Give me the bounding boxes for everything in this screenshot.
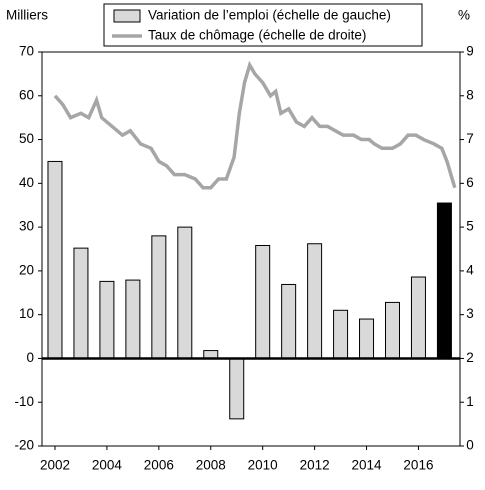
plot-frame <box>41 51 461 447</box>
y-tick-label: -10 <box>14 394 34 409</box>
y-tick-label: 10 <box>19 306 34 321</box>
bar <box>307 243 323 359</box>
y-tick-label: 20 <box>19 262 34 277</box>
y2-tick-label: 6 <box>466 175 474 190</box>
bar <box>177 226 193 359</box>
bar <box>255 244 271 359</box>
bar <box>410 276 426 359</box>
x-tick-label: 2012 <box>300 458 330 473</box>
y-tick-label: 40 <box>19 175 34 190</box>
x-tick-label: 2008 <box>196 458 226 473</box>
y-tick-label: -20 <box>14 438 34 453</box>
y2-axis-label: % <box>458 8 470 23</box>
y2-tick-label: 8 <box>466 87 474 102</box>
y-tick-label: 60 <box>19 87 34 102</box>
y-tick-label: 0 <box>26 350 34 365</box>
y-tick-label: 30 <box>19 219 34 234</box>
y-axis-label: Milliers <box>6 8 48 23</box>
bar <box>229 357 245 420</box>
bar <box>99 280 115 359</box>
x-tick-label: 2004 <box>92 458 123 473</box>
bar <box>125 279 141 359</box>
bar <box>384 301 400 359</box>
y2-tick-label: 1 <box>466 394 474 409</box>
x-tick-label: 2010 <box>248 458 278 473</box>
legend-box <box>103 3 423 47</box>
line <box>53 60 457 190</box>
legend-label: Variation de l’emploi (échelle de gauche… <box>148 8 391 23</box>
y2-tick-label: 5 <box>466 219 474 234</box>
bar <box>333 309 349 359</box>
x-tick-label: 2002 <box>40 458 70 473</box>
legend-label: Taux de chômage (échelle de droite) <box>148 28 366 43</box>
y2-tick-label: 3 <box>466 306 474 321</box>
x-tick-label: 2014 <box>352 458 383 473</box>
bar <box>73 247 89 359</box>
bar <box>281 283 297 359</box>
y2-tick-label: 4 <box>466 262 474 277</box>
bar <box>47 160 63 359</box>
bar <box>359 318 375 359</box>
y2-tick-label: 7 <box>466 131 474 146</box>
y2-tick-label: 2 <box>466 350 474 365</box>
y2-tick-label: 0 <box>466 438 474 453</box>
x-tick-label: 2016 <box>403 458 433 473</box>
y-tick-label: 50 <box>19 131 34 146</box>
bar <box>151 235 167 359</box>
bar <box>436 202 452 359</box>
y-tick-label: 70 <box>19 44 34 59</box>
legend-swatch <box>113 9 141 23</box>
y2-tick-label: 9 <box>466 44 474 59</box>
x-tick-label: 2006 <box>144 458 174 473</box>
